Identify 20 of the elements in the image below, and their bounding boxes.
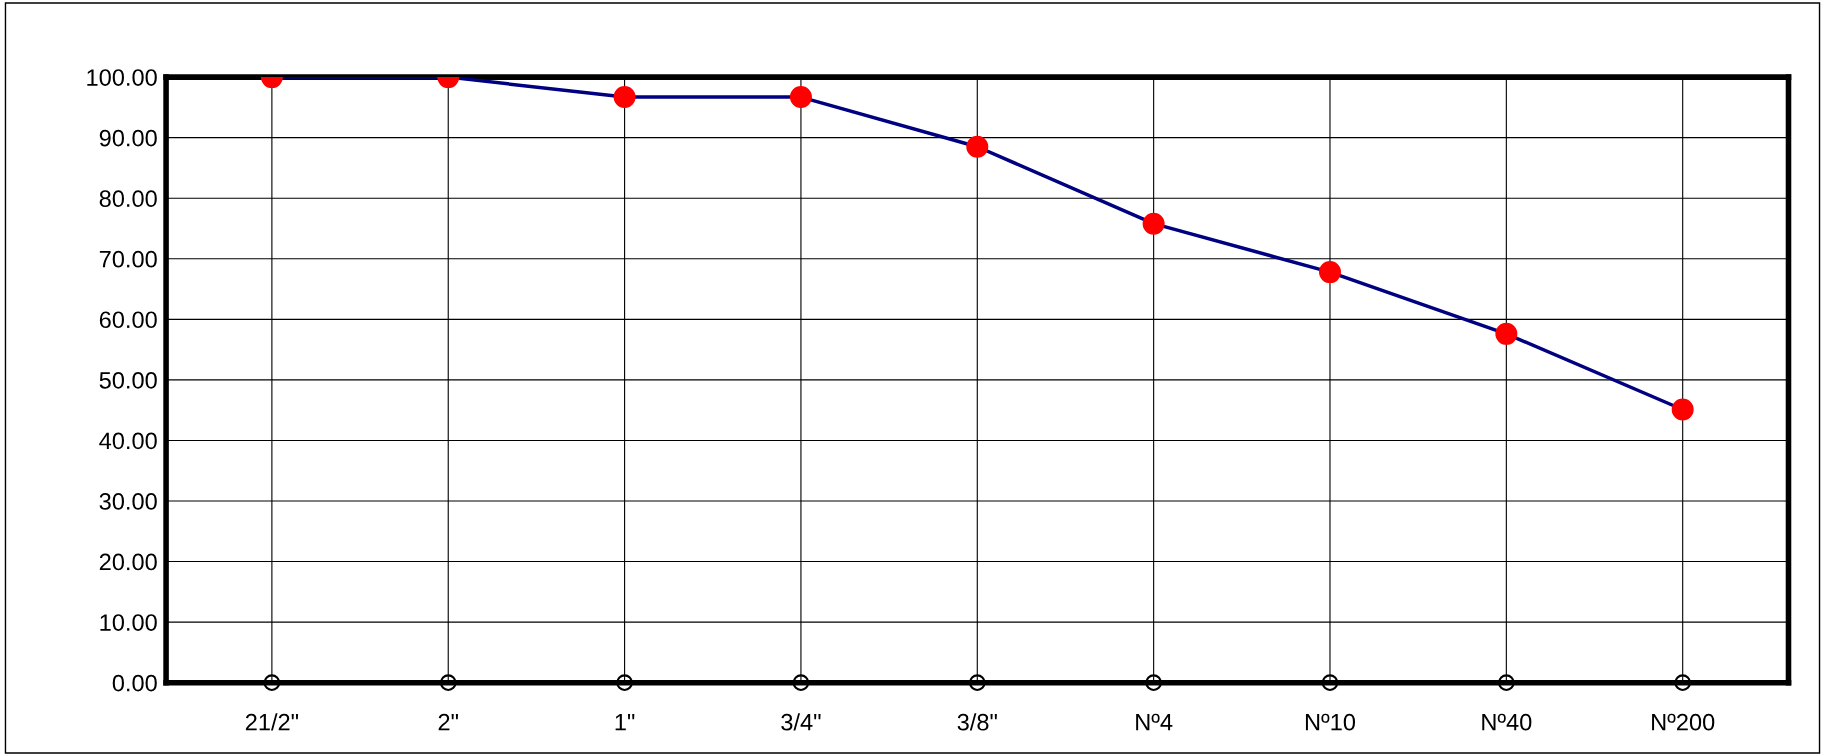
y-tick-label: 70.00	[99, 250, 157, 268]
y-tick-label: 50.00	[99, 371, 157, 389]
y-tick-label: 60.00	[99, 311, 157, 329]
x-tick-label: Nº200	[1652, 713, 1715, 731]
x-tick-label: Nº10	[1305, 713, 1356, 731]
y-tick-label: 40.00	[99, 432, 157, 450]
x-tick-label: 2"	[438, 713, 458, 731]
x-tick-label: 3/4"	[781, 713, 821, 731]
y-tick-label: 80.00	[99, 190, 157, 208]
y-tick-label: 30.00	[99, 493, 157, 510]
x-tick-label: 21/2"	[245, 713, 299, 731]
x-tick-label: Nº40	[1482, 713, 1532, 731]
y-tick-label: 0.00	[112, 674, 157, 692]
y-tick-label: 100.00	[87, 69, 157, 86]
y-tick-label: 90.00	[99, 129, 157, 147]
x-tick-label: 3/8"	[957, 713, 997, 731]
y-tick-label: 20.00	[99, 553, 157, 571]
x-tick-label: 1"	[615, 714, 635, 731]
x-tick-label: Nº4	[1136, 713, 1173, 731]
y-tick-label: 10.00	[100, 614, 157, 631]
